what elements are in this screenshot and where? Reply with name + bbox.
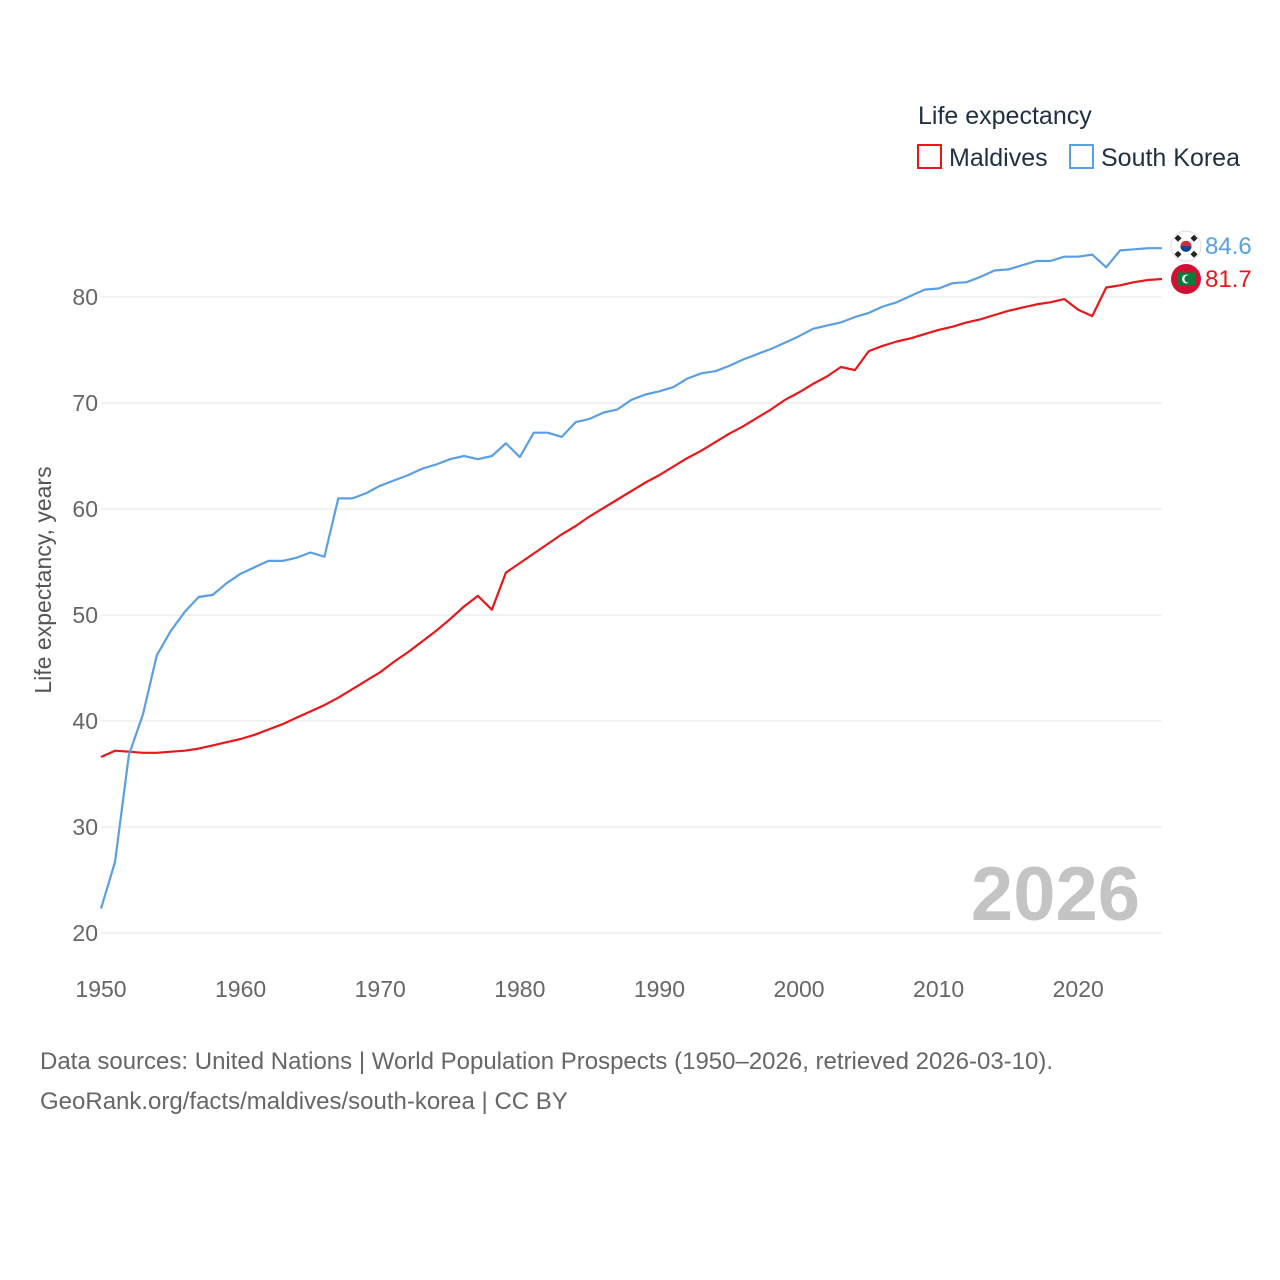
x-axis-ticks: 1950 1960 1970 1980 1990 2000 2010 2020 bbox=[75, 976, 1103, 1002]
end-label-maldives: 81.7 bbox=[1205, 266, 1252, 293]
legend-label-south-korea: South Korea bbox=[1101, 144, 1240, 172]
x-tick-label-1990: 1990 bbox=[634, 976, 685, 1002]
end-label-south-korea: 84.6 bbox=[1205, 233, 1252, 260]
x-tick-label-1960: 1960 bbox=[215, 976, 266, 1002]
x-tick-label-2020: 2020 bbox=[1053, 976, 1104, 1002]
series-lines bbox=[99, 247, 1163, 909]
x-tick-label-1970: 1970 bbox=[355, 976, 406, 1002]
x-tick-label-1980: 1980 bbox=[494, 976, 545, 1002]
end-labels: 81.7 84.6 bbox=[1170, 230, 1252, 294]
south-korea-flag-icon bbox=[1170, 230, 1202, 262]
series-line-maldives bbox=[100, 277, 1163, 759]
y-tick-label-40: 40 bbox=[72, 708, 98, 734]
y-tick-label-50: 50 bbox=[72, 602, 98, 628]
y-axis-ticks: 20 30 40 50 60 70 80 bbox=[72, 284, 98, 946]
y-tick-label-70: 70 bbox=[72, 390, 98, 416]
series-line-south-korea bbox=[99, 247, 1162, 909]
source-note: Data sources: United Nations | World Pop… bbox=[40, 1042, 1260, 1122]
y-axis-title: Life expectancy, years bbox=[30, 466, 56, 693]
source-line-2: GeoRank.org/facts/maldives/south-korea |… bbox=[40, 1088, 568, 1115]
legend-label-maldives: Maldives bbox=[949, 144, 1048, 172]
x-tick-label-1950: 1950 bbox=[75, 976, 126, 1002]
y-tick-label-30: 30 bbox=[72, 814, 98, 840]
year-watermark: 2026 bbox=[971, 852, 1140, 937]
y-tick-label-60: 60 bbox=[72, 496, 98, 522]
line-chart: 20 30 40 50 60 70 80 1950 1960 1970 1980 1990 2000 2… bbox=[30, 102, 1252, 1002]
source-line-1: Data sources: United Nations | World Pop… bbox=[40, 1048, 1054, 1075]
maldives-flag-icon bbox=[1171, 263, 1201, 294]
legend-title: Life expectancy bbox=[918, 102, 1092, 130]
x-tick-label-2010: 2010 bbox=[913, 976, 964, 1002]
y-tick-label-80: 80 bbox=[72, 284, 98, 310]
legend-swatch-south-korea bbox=[1069, 144, 1094, 169]
legend: Life expectancy Maldives South Korea bbox=[917, 102, 1240, 172]
y-tick-label-20: 20 bbox=[72, 920, 98, 946]
legend-swatch-maldives bbox=[917, 144, 942, 169]
gridlines bbox=[101, 296, 1162, 934]
x-tick-label-2000: 2000 bbox=[773, 976, 824, 1002]
